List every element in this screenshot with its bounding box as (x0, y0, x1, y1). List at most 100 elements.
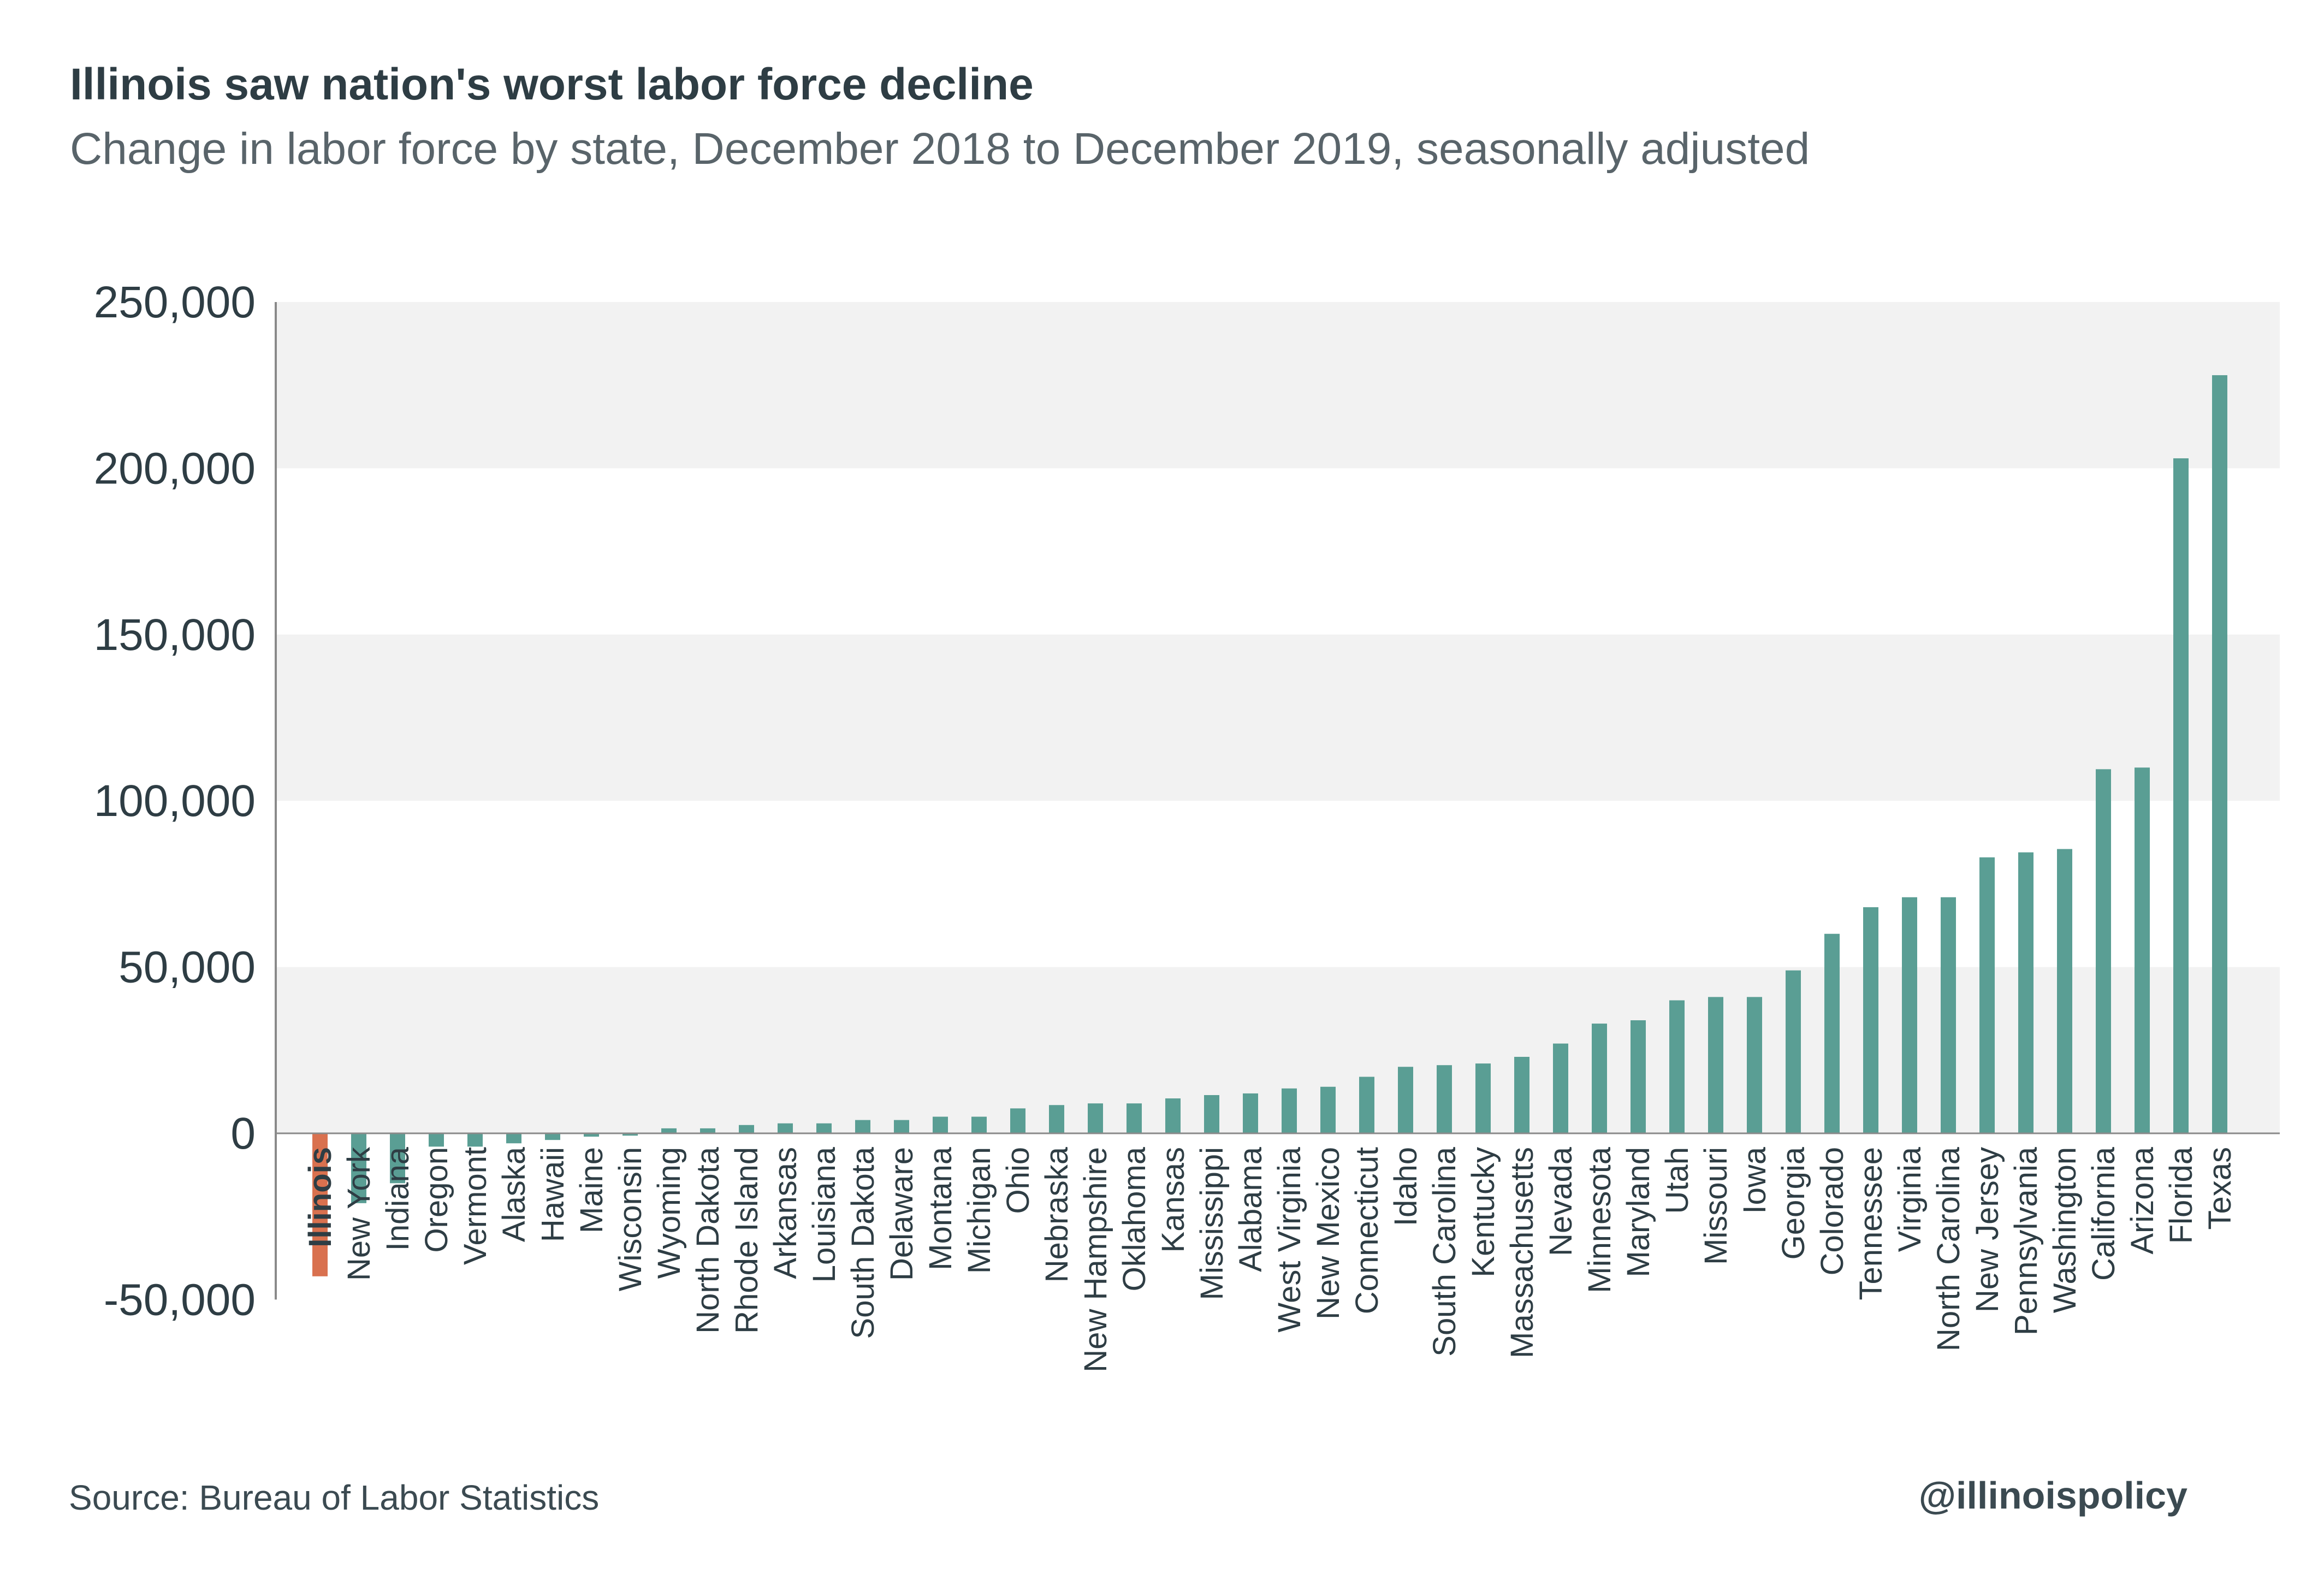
bar-south-carolina (1437, 1065, 1452, 1133)
bar-montana (933, 1116, 948, 1133)
x-tick-label: Montana (923, 1146, 958, 1270)
x-tick-label: Maryland (1621, 1147, 1656, 1278)
bar-new-jersey (1979, 857, 1995, 1133)
y-tick-label: -50,000 (104, 1275, 256, 1324)
bar-oklahoma (1127, 1103, 1142, 1133)
x-tick-label: Indiana (380, 1146, 416, 1251)
grid-band (276, 302, 2280, 469)
bar-connecticut (1359, 1077, 1374, 1133)
x-tick-label: Maine (574, 1147, 609, 1233)
x-tick-label: Florida (2163, 1146, 2199, 1244)
x-tick-label: Washington (2047, 1147, 2083, 1313)
bar-north-dakota (700, 1128, 715, 1133)
x-tick-label: Massachusetts (1504, 1147, 1540, 1358)
bar-utah (1669, 1000, 1685, 1133)
bar-minnesota (1592, 1024, 1607, 1133)
grid-bands (276, 302, 2280, 1133)
bar-alabama (1243, 1093, 1258, 1133)
y-tick-label: 150,000 (94, 610, 256, 660)
x-tick-label: Rhode Island (729, 1147, 764, 1334)
x-tick-label: Virginia (1892, 1146, 1928, 1252)
x-tick-label: Pennsylvania (2008, 1146, 2044, 1335)
chart-title: Illinois saw nation's worst labor force … (70, 60, 1034, 109)
x-tick-label: New Jersey (1970, 1147, 2005, 1312)
x-tick-label: North Carolina (1931, 1146, 1966, 1351)
chart-subtitle: Change in labor force by state, December… (70, 124, 1810, 174)
x-tick-label: Michigan (962, 1147, 997, 1274)
bar-kentucky (1475, 1063, 1491, 1133)
bar-tennessee (1863, 907, 1878, 1133)
y-tick-label: 200,000 (94, 443, 256, 493)
bar-mississippi (1204, 1095, 1219, 1133)
bars (312, 375, 2227, 1276)
x-tick-label: South Carolina (1427, 1146, 1462, 1356)
x-tick-label: Wyoming (651, 1147, 687, 1279)
x-tick-label: Tennessee (1853, 1147, 1889, 1300)
bar-maine (584, 1133, 599, 1137)
x-tick-label: Georgia (1776, 1146, 1811, 1259)
bar-louisiana (816, 1123, 832, 1133)
x-tick-label: Arkansas (768, 1147, 803, 1279)
x-tick-label: Vermont (458, 1147, 493, 1265)
bar-virginia (1902, 897, 1917, 1133)
x-tick-label: Illinois (303, 1147, 338, 1247)
x-tick-label: Oklahoma (1117, 1146, 1152, 1291)
x-tick-label: West Virginia (1272, 1146, 1307, 1332)
bar-ohio (1010, 1108, 1025, 1133)
bar-iowa (1747, 997, 1762, 1133)
bar-arizona (2135, 767, 2150, 1133)
x-tick-label: New York (341, 1146, 377, 1281)
bar-oregon (429, 1133, 444, 1147)
x-tick-label: Nebraska (1039, 1146, 1075, 1282)
bar-kansas (1165, 1098, 1181, 1133)
x-tick-label: Texas (2202, 1147, 2238, 1230)
x-tick-label: Wisconsin (613, 1147, 648, 1291)
bar-missouri (1708, 997, 1723, 1133)
x-tick-label: Iowa (1737, 1146, 1772, 1214)
x-tick-label: Ohio (1000, 1147, 1036, 1214)
bar-indiana (390, 1133, 405, 1184)
bar-arkansas (778, 1123, 793, 1133)
bar-south-dakota (855, 1120, 870, 1133)
bar-new-hampshire (1088, 1103, 1103, 1133)
bar-illinois (312, 1133, 328, 1276)
bar-wyoming (661, 1128, 677, 1133)
grid-band (276, 967, 2280, 1133)
grid-band (276, 634, 2280, 801)
x-tick-label: South Dakota (845, 1146, 881, 1339)
bar-michigan (971, 1116, 987, 1133)
bar-washington (2057, 849, 2072, 1133)
bar-texas (2212, 375, 2227, 1133)
twitter-handle: @illinoispolicy (1918, 1474, 2187, 1517)
y-tick-label: 0 (230, 1109, 256, 1158)
x-tick-label: Kentucky (1466, 1147, 1501, 1278)
x-tick-label: Missouri (1698, 1147, 1734, 1265)
x-tick-label: New Mexico (1311, 1147, 1346, 1320)
y-tick-label: 250,000 (94, 277, 256, 327)
x-tick-label: Oregon (419, 1147, 454, 1252)
x-tick-label: Utah (1659, 1147, 1695, 1214)
bar-north-carolina (1941, 897, 1956, 1133)
x-tick-label: Idaho (1388, 1147, 1424, 1226)
bar-hawaii (545, 1133, 560, 1140)
bar-nebraska (1049, 1105, 1064, 1133)
bar-rhode-island (739, 1125, 754, 1133)
bar-vermont (467, 1133, 483, 1147)
bar-georgia (1786, 970, 1801, 1133)
bar-california (2096, 769, 2111, 1133)
x-tick-label: Alaska (496, 1146, 532, 1242)
bar-new-mexico (1320, 1086, 1336, 1133)
x-tick-label: New Hampshire (1078, 1147, 1113, 1373)
bar-delaware (894, 1120, 909, 1133)
y-tick-label: 100,000 (94, 776, 256, 826)
bar-wisconsin (622, 1133, 638, 1136)
x-tick-label: California (2086, 1146, 2121, 1281)
x-tick-label: Minnesota (1582, 1146, 1617, 1293)
x-tick-label: North Dakota (690, 1146, 726, 1333)
x-tick-label: Alabama (1233, 1146, 1268, 1272)
bar-new-york (351, 1133, 366, 1203)
x-axis-category-labels: Illinois New York Indiana Oregon Vermont Alas… (303, 1146, 2238, 1373)
x-tick-label: Hawaii (535, 1147, 571, 1242)
y-axis-tick-labels: 250,000 200,000 150,000 100,000 50,000 0 -50,0… (94, 277, 256, 1324)
